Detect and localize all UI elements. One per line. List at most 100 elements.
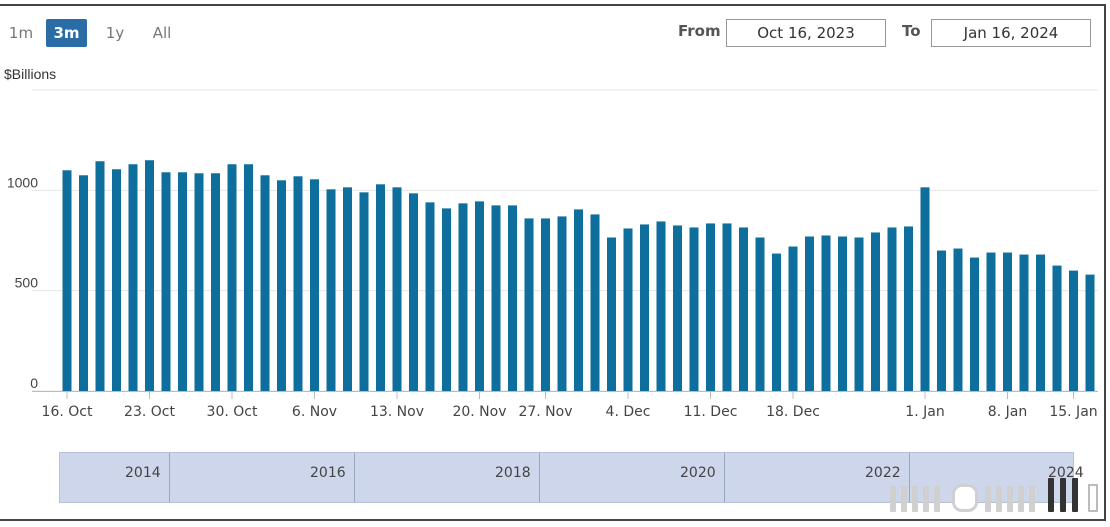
bar <box>62 170 72 391</box>
range-button-3m[interactable]: 3m <box>46 19 87 47</box>
handle-bar-dark <box>1048 478 1054 512</box>
handle-bar <box>1029 486 1035 512</box>
bar <box>640 224 649 391</box>
navigator-year-label: 2024 <box>1048 465 1084 481</box>
bar <box>211 173 220 391</box>
bar <box>689 227 699 391</box>
bar <box>475 201 484 391</box>
handle-bar-dark <box>1072 478 1078 512</box>
handle-bar <box>890 486 896 512</box>
y-tick-label: 1000 <box>7 174 38 190</box>
bar <box>425 202 435 391</box>
bar <box>590 214 600 391</box>
bar <box>854 237 864 391</box>
y-tick-label: 0 <box>30 375 38 391</box>
bar <box>673 225 682 391</box>
bar <box>970 257 979 391</box>
to-date-input[interactable]: Jan 16, 2024 <box>931 19 1091 47</box>
bar <box>161 172 171 391</box>
bar <box>145 160 154 391</box>
navigator-divider <box>539 453 540 502</box>
navigator-year-label: 2016 <box>310 465 346 481</box>
bar-chart: 0 500 1000 16. Oct 23. Oct 30. Oct 6. Nov 13. N… <box>7 89 1098 420</box>
navigator-divider <box>724 453 725 502</box>
bar <box>458 203 468 391</box>
bar <box>607 237 616 391</box>
handle-bar-dark <box>1060 478 1066 512</box>
x-tick-label: 4. Dec <box>606 404 651 420</box>
bar <box>739 227 748 391</box>
bar <box>722 223 732 391</box>
bar <box>953 248 963 391</box>
bar <box>194 173 204 391</box>
x-tick-label: 1. Jan <box>905 404 944 420</box>
bar <box>920 187 930 391</box>
x-tick-label: 20. Nov <box>452 404 506 420</box>
navigator-divider <box>354 453 355 502</box>
bar <box>442 208 451 391</box>
handle-bar <box>1007 486 1013 512</box>
handle-bar <box>934 486 940 512</box>
range-button-1y[interactable]: 1y <box>105 24 125 42</box>
bar <box>524 218 534 391</box>
bar <box>260 175 270 391</box>
bar <box>277 180 286 391</box>
bar <box>310 179 319 391</box>
bar <box>1069 270 1078 391</box>
navigator-year-label: 2018 <box>495 465 531 481</box>
bar <box>326 189 336 391</box>
handle-bar <box>923 486 929 512</box>
bar <box>491 205 501 391</box>
bar <box>623 228 633 391</box>
bar <box>557 216 567 391</box>
navigator-scroll-handles[interactable] <box>890 468 1100 512</box>
navigator-year-label: 2014 <box>125 465 161 481</box>
handle-bar <box>912 486 918 512</box>
bar <box>376 184 385 391</box>
bar <box>244 164 253 391</box>
range-button-all[interactable]: All <box>152 24 172 42</box>
navigator-year-label: 2020 <box>680 465 716 481</box>
y-axis-unit-label: $Billions <box>4 66 57 82</box>
x-tick-label: 18. Dec <box>766 404 820 420</box>
handle-bar <box>1018 486 1024 512</box>
bar <box>293 176 303 391</box>
from-label: From <box>678 22 721 40</box>
x-tick-label: 13. Nov <box>370 404 424 420</box>
bar <box>887 227 897 391</box>
bar <box>508 205 517 391</box>
bar <box>706 223 715 391</box>
bar <box>1019 254 1029 391</box>
scroll-handle-icon[interactable] <box>1088 484 1098 512</box>
bar <box>227 164 237 391</box>
scroll-thumb-icon[interactable] <box>952 484 978 512</box>
x-tick-label: 8. Jan <box>988 404 1027 420</box>
bar <box>178 172 187 391</box>
from-date-input[interactable]: Oct 16, 2023 <box>726 19 886 47</box>
x-tick-label: 27. Nov <box>518 404 572 420</box>
x-tick-label: 23. Oct <box>124 404 175 420</box>
bar <box>128 164 138 391</box>
bar <box>788 246 798 391</box>
bar <box>392 187 402 391</box>
x-tick-label: 15. Jan <box>1049 404 1097 420</box>
y-tick-label: 500 <box>15 275 39 291</box>
bar <box>359 192 369 391</box>
bar <box>1085 274 1095 391</box>
bar <box>772 253 781 391</box>
chart-frame <box>0 4 1106 521</box>
range-button-1m[interactable]: 1m <box>8 24 34 42</box>
x-tick-label: 30. Oct <box>207 404 258 420</box>
bar <box>79 175 88 391</box>
bar <box>1036 254 1045 391</box>
handle-bar <box>996 486 1002 512</box>
bar <box>541 218 550 391</box>
bar <box>838 236 847 391</box>
time-navigator[interactable]: 2014 2016 2018 2020 2022 2024 <box>59 452 1084 503</box>
bar <box>937 250 946 391</box>
navigator-year-label: 2022 <box>865 465 901 481</box>
x-tick-label: 6. Nov <box>292 404 337 420</box>
navigator-divider <box>169 453 170 502</box>
bar <box>656 221 666 391</box>
bar <box>95 161 105 391</box>
